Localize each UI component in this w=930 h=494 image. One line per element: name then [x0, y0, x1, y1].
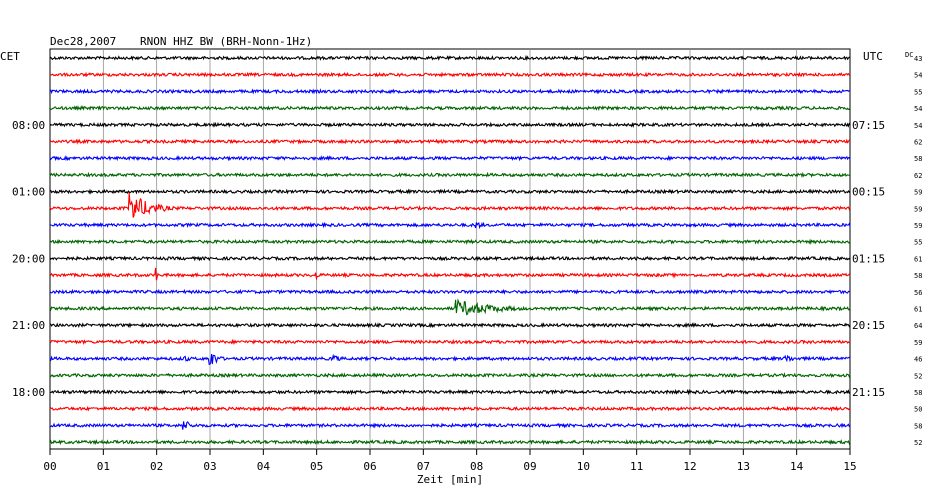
seismic-trace-line	[49, 405, 851, 412]
seismic-trace-line	[49, 88, 851, 95]
dc-value-label: 46	[914, 356, 922, 364]
seismic-trace-line	[49, 438, 851, 446]
dc-value-label: 58	[914, 272, 922, 280]
x-tick-label: 15	[843, 460, 856, 473]
dc-value-label: 58	[914, 155, 922, 163]
dc-value-label: 59	[914, 339, 922, 347]
dc-value-label: 59	[914, 222, 922, 230]
date-label: Dec28,2007	[50, 35, 116, 48]
seismic-trace-line	[49, 267, 851, 281]
plot-frame	[49, 48, 851, 450]
x-tick-label: 08	[470, 460, 483, 473]
x-tick-label: 03	[203, 460, 216, 473]
station-label: RNON HHZ BW (BRH-Nonn-1Hz)	[140, 35, 312, 48]
seismic-trace-line	[49, 71, 851, 78]
dc-value-labels: 43 54 55 54 54 62 58 62 59 59 59 55 61 58 56 61 64 59 46 52…	[914, 55, 922, 447]
dc-value-label: 54	[914, 122, 922, 130]
seismic-trace-line	[49, 188, 851, 195]
dc-value-label: 61	[914, 306, 922, 314]
right-time-label: 20:15	[852, 319, 885, 332]
right-time-label: 00:15	[852, 186, 885, 199]
seismic-trace-line	[49, 192, 851, 218]
seismic-trace-line	[49, 371, 851, 379]
seismic-trace-line	[49, 298, 851, 316]
left-time-label: 01:00	[12, 186, 45, 199]
left-time-label: 21:00	[12, 319, 45, 332]
x-tick-label: 06	[363, 460, 376, 473]
seismic-trace-line	[49, 338, 851, 346]
dc-value-label: 54	[914, 105, 922, 113]
right-time-label: 21:15	[852, 386, 885, 399]
dc-value-label: 50	[914, 406, 922, 414]
left-time-label: 18:00	[12, 386, 45, 399]
seismic-trace-line	[49, 171, 851, 179]
x-tick-label: 09	[523, 460, 536, 473]
x-tick-label: 00	[43, 460, 56, 473]
left-time-label: 20:00	[12, 252, 45, 265]
seismic-trace-line	[49, 322, 851, 329]
seismic-trace-line	[49, 238, 851, 245]
dc-value-label: 55	[914, 239, 922, 247]
x-tick-label: 02	[150, 460, 163, 473]
seismic-trace-line	[49, 121, 851, 129]
x-tick-label: 10	[577, 460, 590, 473]
seismic-traces	[49, 54, 851, 446]
seismic-trace-line	[49, 255, 851, 262]
dc-value-label: 58	[914, 389, 922, 397]
dc-value-label: 55	[914, 88, 922, 96]
vertical-gridlines	[102, 49, 798, 449]
x-axis-ticks: 00 01 02 03 04 05 06 07 08 09 10 11 12 13 14 15	[43, 449, 857, 473]
seismic-trace-line	[49, 421, 851, 430]
seismic-trace-line	[49, 54, 851, 62]
right-time-label: 01:15	[852, 252, 885, 265]
dc-header-label: DC	[905, 51, 913, 59]
dc-value-label: 62	[914, 139, 922, 147]
dc-value-label: 56	[914, 289, 922, 297]
x-tick-label: 01	[97, 460, 110, 473]
x-tick-label: 04	[257, 460, 271, 473]
right-time-label: 07:15	[852, 119, 885, 132]
left-time-label: 08:00	[12, 119, 45, 132]
dc-value-label: 52	[914, 372, 922, 380]
seismic-trace-line	[49, 105, 851, 112]
dc-value-label: 43	[914, 55, 922, 63]
x-tick-label: 07	[417, 460, 430, 473]
seismic-trace-line	[49, 221, 851, 230]
x-tick-label: 14	[790, 460, 804, 473]
dc-value-label: 52	[914, 439, 922, 447]
x-tick-label: 13	[737, 460, 750, 473]
seismic-trace-line	[49, 353, 851, 365]
x-axis-label: Zeit [min]	[417, 473, 483, 486]
dc-value-label: 59	[914, 189, 922, 197]
dc-value-label: 59	[914, 205, 922, 213]
seismic-trace-line	[49, 155, 851, 162]
left-timezone-label: CET	[0, 50, 20, 63]
x-tick-label: 12	[683, 460, 696, 473]
right-time-labels: 07:15 00:15 01:15 20:15 21:15	[852, 119, 885, 399]
dc-value-label: 62	[914, 172, 922, 180]
left-time-labels: 08:00 01:00 20:00 21:00 18:00	[12, 119, 45, 399]
dc-value-label: 64	[914, 322, 922, 330]
dc-value-label: 61	[914, 255, 922, 263]
right-timezone-label: UTC	[863, 50, 883, 63]
dc-value-label: 58	[914, 422, 922, 430]
x-tick-label: 11	[630, 460, 643, 473]
seismic-trace-line	[49, 138, 851, 145]
x-tick-label: 05	[310, 460, 323, 473]
dc-value-label: 54	[914, 72, 922, 80]
seismic-trace-line	[49, 388, 851, 396]
seismic-trace-line	[49, 288, 851, 295]
